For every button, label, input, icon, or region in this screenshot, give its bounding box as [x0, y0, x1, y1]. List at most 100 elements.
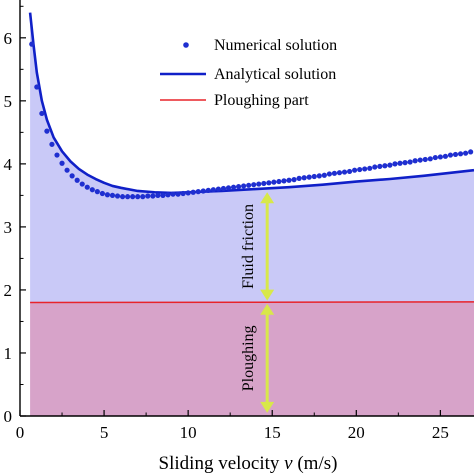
numerical-solution-point — [230, 184, 237, 190]
numerical-solution-point — [367, 165, 373, 171]
numerical-solution-point — [468, 149, 474, 155]
legend-entry-numerical: Numerical solution — [183, 37, 337, 54]
legend-marker-numerical — [183, 42, 189, 48]
numerical-solution-point — [210, 187, 216, 193]
numerical-solution-layer — [29, 41, 474, 200]
numerical-solution-point — [241, 183, 247, 189]
numerical-solution-point — [447, 152, 454, 158]
numerical-solution-point — [321, 172, 327, 178]
numerical-solution-point — [402, 160, 408, 166]
numerical-solution-point — [34, 84, 40, 90]
numerical-solution-point — [220, 185, 227, 192]
numerical-solution-point — [372, 164, 378, 170]
y-tick-label: 3 — [4, 218, 13, 237]
numerical-solution-point — [256, 181, 262, 187]
arrow-head-down — [260, 401, 275, 413]
numerical-solution-point — [311, 173, 317, 180]
numerical-solution-point — [114, 193, 121, 199]
legend-label-numerical: Numerical solution — [214, 37, 337, 54]
numerical-solution-point — [160, 192, 166, 198]
ticks: 0 5 10 15 20 25 0 1 2 3 4 5 6 — [4, 5, 449, 442]
numerical-solution-point — [119, 194, 126, 200]
numerical-solution-point — [417, 157, 423, 163]
annotation-arrow-ploughing: Ploughing — [240, 303, 275, 413]
x-tick-label: 0 — [16, 423, 25, 442]
numerical-solution-point — [180, 190, 186, 197]
numerical-solution-point — [125, 194, 131, 200]
numerical-solution-point — [422, 156, 428, 163]
x-axis-label: Sliding velocity — [159, 453, 280, 474]
numerical-solution-point — [306, 174, 312, 180]
numerical-solution-point — [407, 159, 413, 165]
numerical-solution-point — [382, 163, 388, 169]
numerical-solution-point — [99, 190, 105, 197]
x-tick-label: 20 — [348, 423, 365, 442]
numerical-solution-point — [387, 162, 393, 168]
numerical-solution-point — [84, 184, 90, 190]
annotation-label: Fluid friction — [240, 204, 257, 289]
numerical-solution-point — [296, 175, 302, 181]
numerical-solution-point — [195, 189, 201, 195]
fluid-friction-area — [30, 12, 474, 303]
annotation-label: Ploughing — [240, 325, 257, 391]
numerical-solution-point — [281, 178, 287, 184]
x-tick-label: 10 — [180, 423, 197, 442]
numerical-solution-point — [94, 189, 100, 195]
numerical-solution-point — [276, 178, 282, 185]
numerical-solution-point — [432, 154, 438, 161]
numerical-solution-point — [452, 151, 459, 158]
y-tick-label: 1 — [4, 344, 13, 363]
legend-entry-analytical: Analytical solution — [160, 66, 336, 83]
x-axis-symbol: v — [284, 453, 293, 474]
ploughing-region — [30, 301, 474, 416]
analytical-solution-layer — [28, 12, 474, 195]
numerical-solution-point — [170, 191, 176, 197]
ploughing-part-layer — [30, 301, 474, 304]
numerical-solution-point — [150, 193, 156, 199]
numerical-solution-point — [457, 151, 464, 157]
arrow-head-up — [260, 303, 275, 315]
numerical-solution-point — [225, 185, 232, 191]
numerical-solution-point — [336, 170, 343, 176]
y-tick-label: 4 — [4, 155, 13, 174]
ploughing-part-line — [30, 301, 474, 304]
numerical-solution-point — [44, 128, 50, 134]
arrow-head-down — [260, 289, 275, 301]
numerical-solution-point — [352, 167, 358, 173]
arrow-head-up — [260, 192, 275, 204]
numerical-solution-point — [79, 181, 85, 187]
numerical-solution-point — [215, 186, 222, 192]
annotation-layer: Fluid friction Ploughing — [240, 192, 275, 413]
ploughing-area — [30, 301, 474, 416]
y-tick-label: 0 — [4, 407, 13, 426]
numerical-solution-point — [301, 175, 307, 181]
numerical-solution-point — [64, 167, 70, 173]
legend-label-ploughing: Ploughing part — [214, 92, 309, 109]
numerical-solution-point — [346, 168, 353, 175]
x-axis-unit: (m/s) — [297, 453, 337, 474]
numerical-solution-point — [246, 182, 252, 188]
numerical-solution-point — [104, 192, 111, 198]
numerical-solution-point — [130, 194, 136, 200]
numerical-solution-point — [291, 177, 297, 183]
y-tick-label: 5 — [4, 92, 13, 111]
numerical-solution-point — [316, 173, 322, 179]
legend: Numerical solution Analytical solution Plo… — [160, 37, 337, 109]
numerical-solution-point — [39, 110, 45, 117]
numerical-solution-point — [29, 41, 35, 47]
numerical-solution-point — [412, 158, 418, 164]
numerical-solution-point — [377, 163, 383, 169]
y-tick-label: 2 — [4, 281, 13, 300]
numerical-solution-point — [286, 177, 292, 183]
legend-entry-ploughing: Ploughing part — [160, 92, 309, 109]
numerical-solution-point — [357, 166, 363, 173]
numerical-solution-point — [235, 183, 242, 190]
numerical-solution-point — [331, 170, 338, 176]
numerical-solution-point — [397, 160, 403, 166]
numerical-solution-point — [89, 187, 95, 193]
numerical-solution-point — [69, 173, 75, 179]
numerical-solution-point — [49, 141, 55, 147]
numerical-solution-point — [145, 193, 151, 199]
numerical-solution-point — [392, 161, 398, 167]
